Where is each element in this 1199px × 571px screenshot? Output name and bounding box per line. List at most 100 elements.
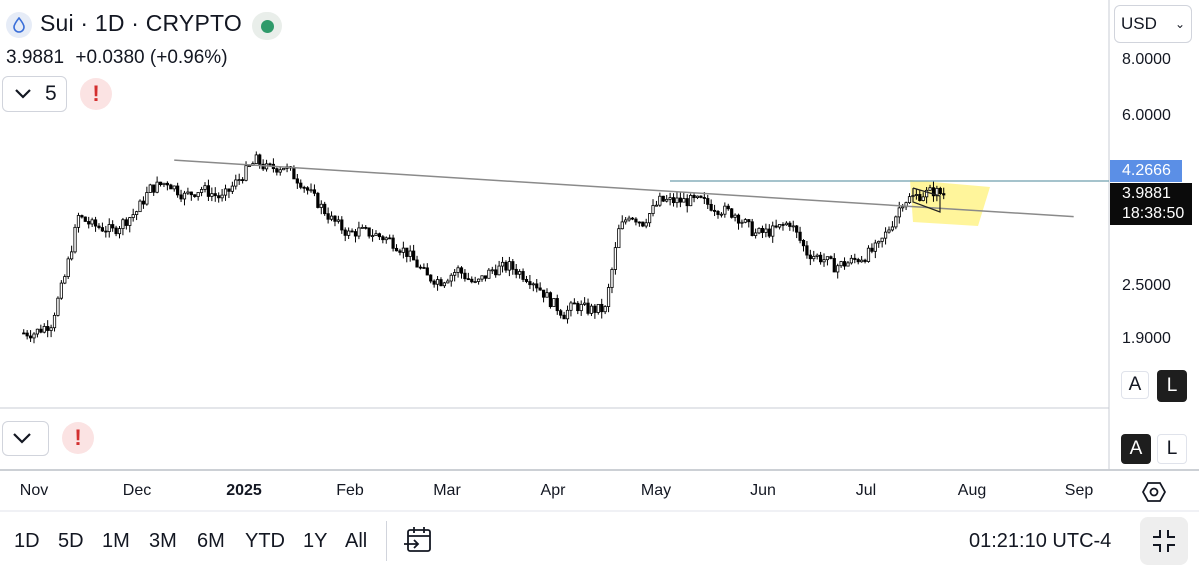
candle (299, 179, 303, 190)
candle (459, 266, 464, 279)
x-tick: Sep (1064, 482, 1094, 499)
candle (442, 281, 447, 288)
candle (196, 192, 200, 201)
candle (141, 196, 146, 209)
candle (169, 183, 173, 190)
candle (630, 216, 635, 221)
auto-scale-button[interactable]: A (1121, 434, 1151, 464)
x-tick: Dec (122, 482, 152, 499)
clock-timezone[interactable]: 01:21:10 UTC-4 (969, 530, 1112, 552)
candle (624, 216, 628, 225)
exit-fullscreen-icon[interactable] (1140, 517, 1188, 565)
candle (370, 229, 375, 242)
candle (165, 181, 169, 191)
range-1d[interactable]: 1D (14, 530, 40, 552)
candle (723, 202, 727, 218)
candle (319, 200, 323, 215)
candle (312, 184, 317, 197)
warning-icon[interactable]: ! (80, 78, 112, 110)
candle (764, 223, 768, 238)
candle (97, 223, 101, 230)
x-tick: Jun (750, 482, 776, 499)
candle (347, 227, 351, 239)
range-1m[interactable]: 1M (102, 530, 130, 552)
candle (514, 264, 518, 279)
symbol-title[interactable]: Sui · 1D · CRYPTO (40, 10, 242, 36)
market-status-icon[interactable] (252, 12, 282, 40)
candle (552, 298, 556, 308)
candle (388, 234, 392, 240)
candle (856, 257, 860, 265)
candle (271, 158, 276, 173)
log-scale-button[interactable]: L (1157, 370, 1187, 402)
candle (654, 200, 659, 207)
x-tick: Jul (855, 482, 877, 499)
candle (925, 187, 929, 204)
candle (750, 218, 754, 237)
candle (914, 188, 918, 200)
level-price-tag: 4.2666 (1110, 160, 1182, 182)
candle (641, 221, 645, 228)
candle (87, 216, 91, 229)
range-all[interactable]: All (345, 530, 368, 552)
candle (825, 256, 830, 266)
currency-select[interactable]: USD ⌄ (1114, 5, 1192, 43)
candle (606, 283, 611, 313)
candle (511, 258, 515, 275)
candle (415, 255, 419, 268)
candle (134, 210, 139, 221)
chevron-down-icon (15, 89, 31, 99)
log-scale-button[interactable]: L (1157, 434, 1187, 464)
candle (712, 204, 717, 217)
candle (70, 245, 74, 261)
descending-trendline (174, 159, 1074, 218)
candle (812, 250, 816, 262)
candle (148, 183, 152, 193)
candle (186, 187, 190, 196)
range-ytd[interactable]: YTD (245, 530, 285, 552)
range-1y[interactable]: 1Y (303, 530, 328, 552)
candle (682, 192, 686, 203)
pane-collapse-toggle[interactable] (2, 421, 49, 456)
candle (483, 275, 488, 282)
candle (877, 240, 881, 248)
candle (695, 195, 700, 200)
candle (819, 251, 823, 265)
candle (39, 324, 43, 334)
candle (627, 215, 631, 222)
candle (32, 332, 36, 344)
indicators-toggle[interactable]: 5 (2, 76, 67, 112)
candle (798, 226, 802, 244)
candle (117, 225, 122, 239)
range-3m[interactable]: 3M (149, 530, 177, 552)
candle (107, 218, 111, 238)
candle (470, 276, 474, 284)
warning-icon[interactable]: ! (62, 422, 94, 454)
range-6m[interactable]: 6M (197, 530, 225, 552)
candle (777, 224, 782, 230)
candle (596, 303, 600, 315)
candle (258, 153, 262, 169)
candle (668, 192, 672, 206)
candle (894, 215, 898, 230)
candle (466, 272, 470, 281)
candle (463, 269, 467, 282)
calendar-icon[interactable] (402, 525, 436, 557)
candle (500, 256, 505, 273)
candle (364, 225, 368, 230)
candle (689, 193, 693, 207)
candle (425, 263, 429, 276)
settings-hex-icon[interactable] (1140, 478, 1168, 506)
candle (678, 192, 682, 208)
x-tick: Aug (957, 482, 987, 499)
candle (853, 253, 857, 264)
candle (829, 255, 833, 260)
candle (671, 193, 676, 207)
last-price: 3.9881 (6, 47, 65, 68)
candle (541, 289, 546, 303)
candle (275, 167, 279, 176)
candle (918, 190, 922, 202)
range-5d[interactable]: 5D (58, 530, 84, 552)
auto-scale-button[interactable]: A (1121, 371, 1149, 399)
